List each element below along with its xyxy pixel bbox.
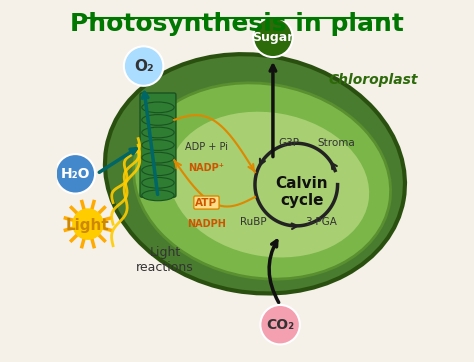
- Text: 3-PGA: 3-PGA: [305, 217, 337, 227]
- Ellipse shape: [142, 127, 174, 138]
- Text: ATP: ATP: [195, 198, 218, 207]
- Text: Stroma: Stroma: [317, 138, 355, 148]
- FancyBboxPatch shape: [140, 93, 176, 197]
- Circle shape: [260, 305, 300, 345]
- Ellipse shape: [142, 140, 174, 151]
- Text: Calvin
cycle: Calvin cycle: [275, 176, 328, 208]
- Circle shape: [55, 154, 95, 194]
- Ellipse shape: [142, 102, 174, 113]
- Text: Light: Light: [66, 218, 110, 233]
- Text: G3P: G3P: [279, 138, 300, 148]
- Text: Light
reactions: Light reactions: [137, 246, 194, 274]
- Text: Sugar: Sugar: [252, 31, 293, 44]
- Ellipse shape: [142, 115, 174, 125]
- Text: NADPH: NADPH: [187, 219, 226, 229]
- Text: Chloroplast: Chloroplast: [329, 73, 418, 87]
- Ellipse shape: [170, 112, 369, 257]
- Text: ADP + Pi: ADP + Pi: [185, 142, 228, 152]
- Ellipse shape: [142, 165, 174, 176]
- Ellipse shape: [134, 83, 391, 279]
- Ellipse shape: [142, 177, 174, 188]
- Ellipse shape: [105, 54, 405, 294]
- Text: O₂: O₂: [134, 59, 154, 73]
- Circle shape: [73, 209, 103, 239]
- Ellipse shape: [142, 190, 174, 201]
- Circle shape: [253, 17, 292, 57]
- Circle shape: [124, 46, 164, 86]
- Text: Photosynthesis in plant: Photosynthesis in plant: [70, 12, 404, 36]
- Text: CO₂: CO₂: [266, 318, 294, 332]
- Text: H₂O: H₂O: [61, 167, 90, 181]
- Ellipse shape: [142, 152, 174, 163]
- Text: RuBP: RuBP: [240, 217, 266, 227]
- Text: NADP⁺: NADP⁺: [189, 163, 225, 173]
